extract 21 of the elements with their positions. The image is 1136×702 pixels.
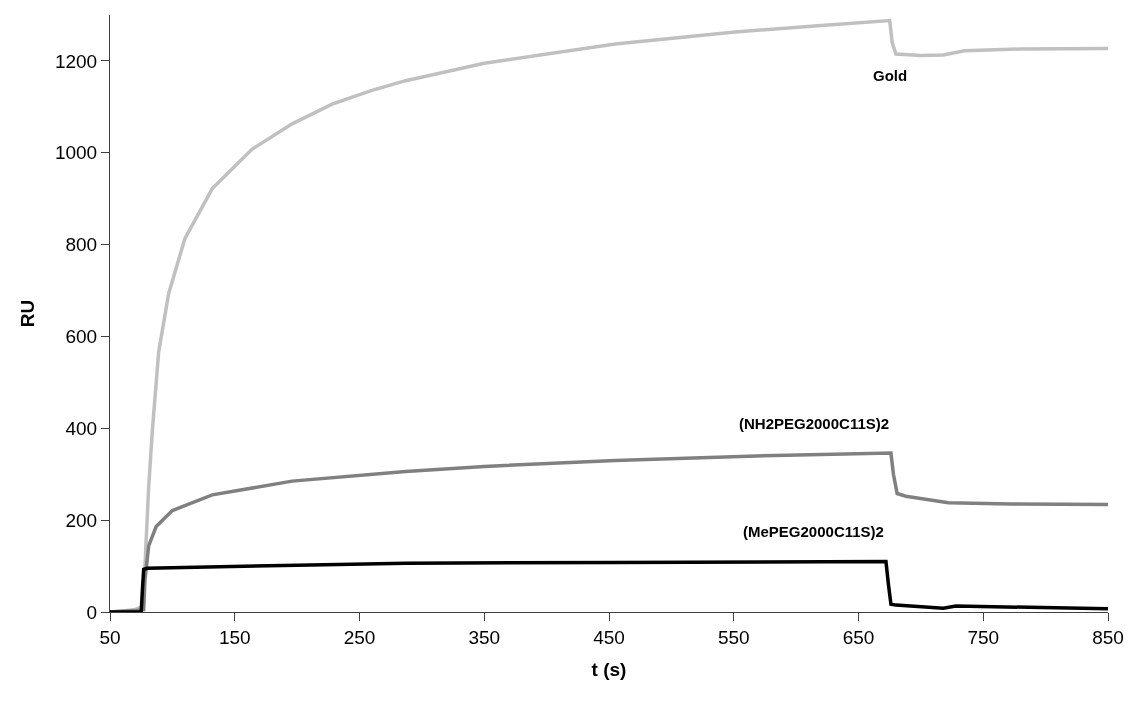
y-tick-label: 1200	[54, 50, 98, 72]
x-tick-label: 650	[842, 626, 875, 648]
series-label: Gold	[873, 67, 908, 84]
x-axis-title: t (s)	[591, 658, 627, 680]
x-tick-label: 150	[218, 626, 251, 648]
y-tick-label: 0	[86, 601, 98, 623]
y-axis-title: RU	[16, 299, 38, 328]
x-tick-label: 750	[967, 626, 1000, 648]
series-label: (MePEG2000C11S)2	[743, 523, 884, 540]
y-tick-label: 800	[65, 234, 98, 256]
x-tick-label: 350	[468, 626, 501, 648]
y-tick-label: 1000	[54, 142, 98, 164]
y-tick-label: 400	[65, 417, 98, 439]
x-tick-label: 450	[593, 626, 625, 648]
x-tick-label: 850	[1092, 626, 1124, 648]
series-label: (NH2PEG2000C11S)2	[739, 415, 890, 432]
x-tick-label: 250	[343, 626, 376, 648]
x-tick-label: 550	[717, 626, 750, 648]
y-tick-label: 200	[65, 509, 98, 531]
x-tick-label: 50	[99, 626, 121, 648]
y-tick-label: 600	[65, 326, 98, 348]
